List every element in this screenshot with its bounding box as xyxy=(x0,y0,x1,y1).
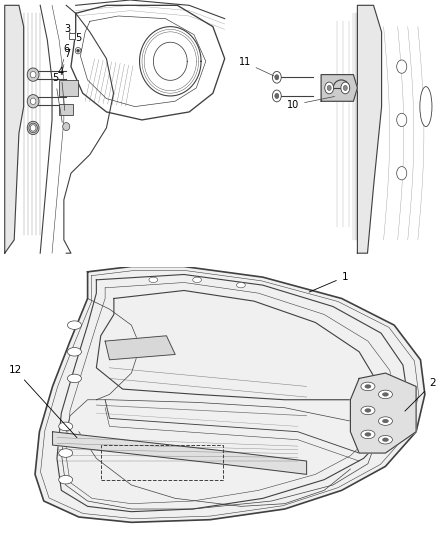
Circle shape xyxy=(275,75,279,80)
Circle shape xyxy=(27,68,39,82)
Bar xyxy=(59,104,73,115)
Circle shape xyxy=(382,419,389,423)
Circle shape xyxy=(149,277,158,282)
Text: 11: 11 xyxy=(239,57,274,76)
Circle shape xyxy=(59,449,73,457)
Circle shape xyxy=(327,85,331,91)
Circle shape xyxy=(361,406,375,415)
Circle shape xyxy=(325,82,334,94)
Circle shape xyxy=(272,90,281,102)
Text: 4: 4 xyxy=(58,67,65,110)
Circle shape xyxy=(365,384,371,388)
Circle shape xyxy=(59,422,73,431)
Circle shape xyxy=(275,93,279,99)
Circle shape xyxy=(75,47,81,54)
Circle shape xyxy=(67,374,81,383)
Circle shape xyxy=(378,417,392,425)
Circle shape xyxy=(30,71,36,78)
Circle shape xyxy=(397,60,407,74)
Bar xyxy=(59,80,78,96)
Polygon shape xyxy=(350,373,416,453)
Circle shape xyxy=(30,98,36,104)
Circle shape xyxy=(59,475,73,484)
Polygon shape xyxy=(105,336,175,360)
Circle shape xyxy=(341,82,350,94)
Circle shape xyxy=(30,125,36,131)
Circle shape xyxy=(27,94,39,108)
Circle shape xyxy=(378,435,392,444)
Circle shape xyxy=(63,123,70,131)
Polygon shape xyxy=(5,5,24,253)
Polygon shape xyxy=(321,75,357,101)
Text: 1: 1 xyxy=(309,272,348,292)
Polygon shape xyxy=(357,5,381,253)
Circle shape xyxy=(361,382,375,391)
Circle shape xyxy=(67,348,81,356)
Circle shape xyxy=(378,390,392,399)
Text: 3: 3 xyxy=(64,24,71,34)
Polygon shape xyxy=(53,432,307,474)
Circle shape xyxy=(27,121,39,134)
Circle shape xyxy=(397,166,407,180)
Ellipse shape xyxy=(420,86,432,127)
Circle shape xyxy=(397,113,407,126)
Text: 5: 5 xyxy=(52,73,62,123)
Bar xyxy=(101,445,223,480)
Circle shape xyxy=(77,49,79,52)
Text: 7: 7 xyxy=(61,49,70,75)
Circle shape xyxy=(67,321,81,329)
Text: 5: 5 xyxy=(76,33,82,51)
Polygon shape xyxy=(35,266,425,522)
Circle shape xyxy=(193,277,201,282)
Circle shape xyxy=(272,71,281,83)
Circle shape xyxy=(382,438,389,441)
Circle shape xyxy=(365,433,371,436)
Circle shape xyxy=(29,123,37,133)
Circle shape xyxy=(237,282,245,288)
Bar xyxy=(69,34,74,39)
Text: 2: 2 xyxy=(405,378,436,411)
Text: 6: 6 xyxy=(61,44,70,68)
Circle shape xyxy=(343,85,347,91)
Circle shape xyxy=(365,408,371,413)
Circle shape xyxy=(382,392,389,397)
Text: 12: 12 xyxy=(9,365,77,438)
Text: 10: 10 xyxy=(287,96,335,110)
Circle shape xyxy=(361,430,375,439)
